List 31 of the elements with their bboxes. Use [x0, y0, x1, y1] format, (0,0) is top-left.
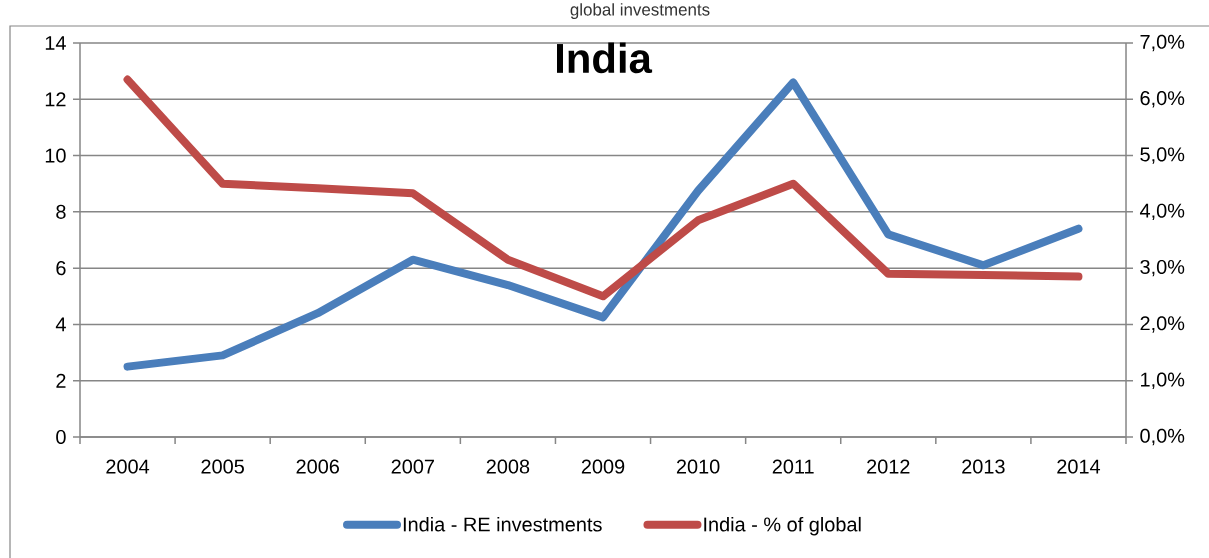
x-tick-label: 2010: [676, 459, 720, 474]
y-tick-label: 4: [55, 317, 66, 332]
y2-tick-label: 1,0%: [1141, 372, 1185, 389]
y2-tick-label: 7,0%: [1140, 34, 1185, 52]
x-tick-label: 2005: [201, 459, 244, 474]
y2-tick-label: 5,0%: [1140, 147, 1185, 164]
legend-label: India - RE investments: [403, 516, 602, 532]
x-tick-label: 2006: [296, 459, 339, 474]
y-tick-label: 12: [45, 92, 66, 107]
x-tick-label: 2004: [106, 459, 150, 474]
y2-tick-label: 2,0%: [1140, 316, 1185, 333]
y2-tick-label: 0,0%: [1140, 428, 1185, 446]
text: global investments: [570, 3, 710, 19]
x-tick-label: 2009: [581, 459, 625, 474]
y-tick-label: 6: [56, 261, 66, 276]
y2-tick-label: 6,0%: [1140, 91, 1185, 108]
x-tick-label: 2011: [772, 459, 814, 474]
y-tick-label: 14: [45, 36, 66, 50]
y-tick-label: 10: [45, 148, 66, 163]
legend-label: India - % of global: [704, 516, 861, 536]
x-tick-label: 2014: [1057, 459, 1101, 474]
y-tick-label: 0: [56, 429, 66, 445]
x-tick-label: 2013: [962, 459, 1005, 474]
y-tick-label: 2: [56, 373, 66, 388]
x-tick-label: 2012: [867, 459, 910, 474]
x-tick-label: 2008: [486, 459, 530, 474]
y2-tick-label: 3,0%: [1140, 259, 1185, 277]
x-tick-label: 2007: [391, 459, 434, 474]
y-tick-label: 8: [56, 204, 66, 219]
y2-tick-label: 4,0%: [1139, 203, 1185, 221]
chart-title: India: [556, 42, 653, 74]
